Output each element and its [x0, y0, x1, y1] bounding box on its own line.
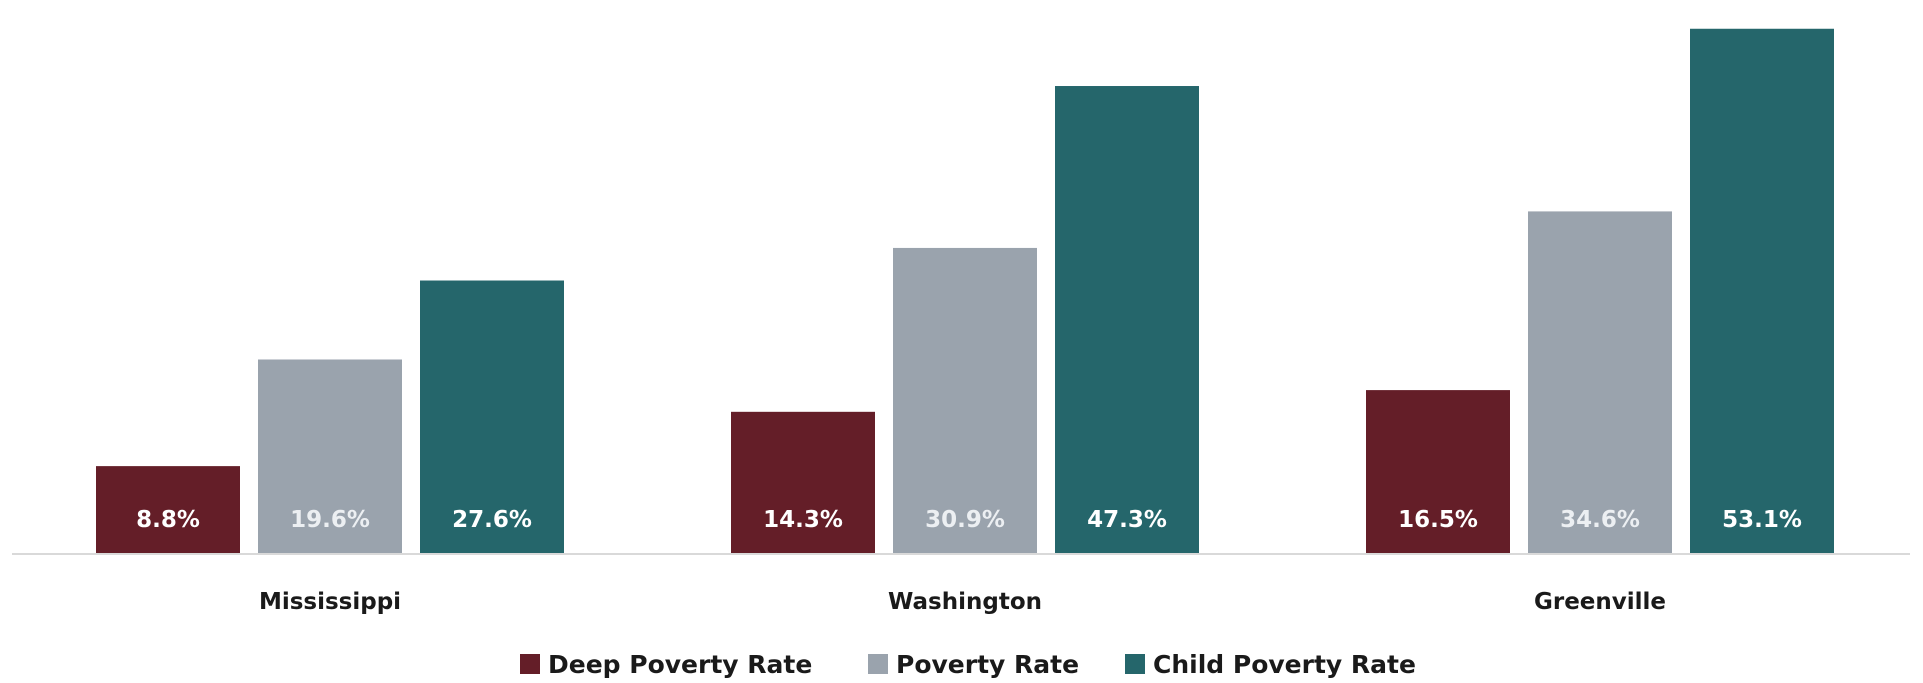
- bar-washington-poverty-rate: [893, 247, 1037, 553]
- bar-mississippi-deep-poverty-rate: [96, 466, 240, 553]
- category-label-greenville: Greenville: [1534, 589, 1666, 615]
- bar-mississippi-poverty-rate: [258, 359, 402, 553]
- bar-washington-deep-poverty-rate: [731, 411, 875, 553]
- category-label-washington: Washington: [888, 589, 1042, 615]
- category-label-mississippi: Mississippi: [259, 589, 401, 615]
- bar-washington-child-poverty-rate: [1055, 86, 1199, 554]
- legend-swatch-child-poverty-rate: [1125, 654, 1145, 674]
- bar-greenville-poverty-rate: [1528, 211, 1672, 554]
- legend: Deep Poverty Rate Poverty Rate Child Pover…: [520, 650, 1416, 679]
- bars-layer: 8.8% 19.6% 27.6% 14.3% 30.9% 47.3% 16.5% 34.6% 5…: [96, 28, 1834, 554]
- legend-swatch-deep-poverty-rate: [520, 654, 540, 674]
- bar-mississippi-child-poverty-rate: [420, 280, 564, 553]
- legend-label-deep-poverty-rate: Deep Poverty Rate: [548, 650, 812, 679]
- data-label-mississippi-deep-poverty-rate: 8.8%: [136, 507, 200, 533]
- data-label-mississippi-poverty-rate: 19.6%: [290, 507, 370, 533]
- data-label-greenville-deep-poverty-rate: 16.5%: [1398, 507, 1478, 533]
- legend-label-child-poverty-rate: Child Poverty Rate: [1153, 650, 1416, 679]
- legend-swatch-poverty-rate: [868, 654, 888, 674]
- data-label-mississippi-child-poverty-rate: 27.6%: [452, 507, 532, 533]
- category-labels: Mississippi Washington Greenville: [259, 589, 1666, 615]
- legend-label-poverty-rate: Poverty Rate: [896, 650, 1079, 679]
- data-label-greenville-poverty-rate: 34.6%: [1560, 507, 1640, 533]
- data-label-washington-child-poverty-rate: 47.3%: [1087, 507, 1167, 533]
- data-label-washington-poverty-rate: 30.9%: [925, 507, 1005, 533]
- data-label-greenville-child-poverty-rate: 53.1%: [1722, 507, 1802, 533]
- data-label-washington-deep-poverty-rate: 14.3%: [763, 507, 843, 533]
- bar-greenville-child-poverty-rate: [1690, 28, 1834, 554]
- bar-greenville-deep-poverty-rate: [1366, 390, 1510, 553]
